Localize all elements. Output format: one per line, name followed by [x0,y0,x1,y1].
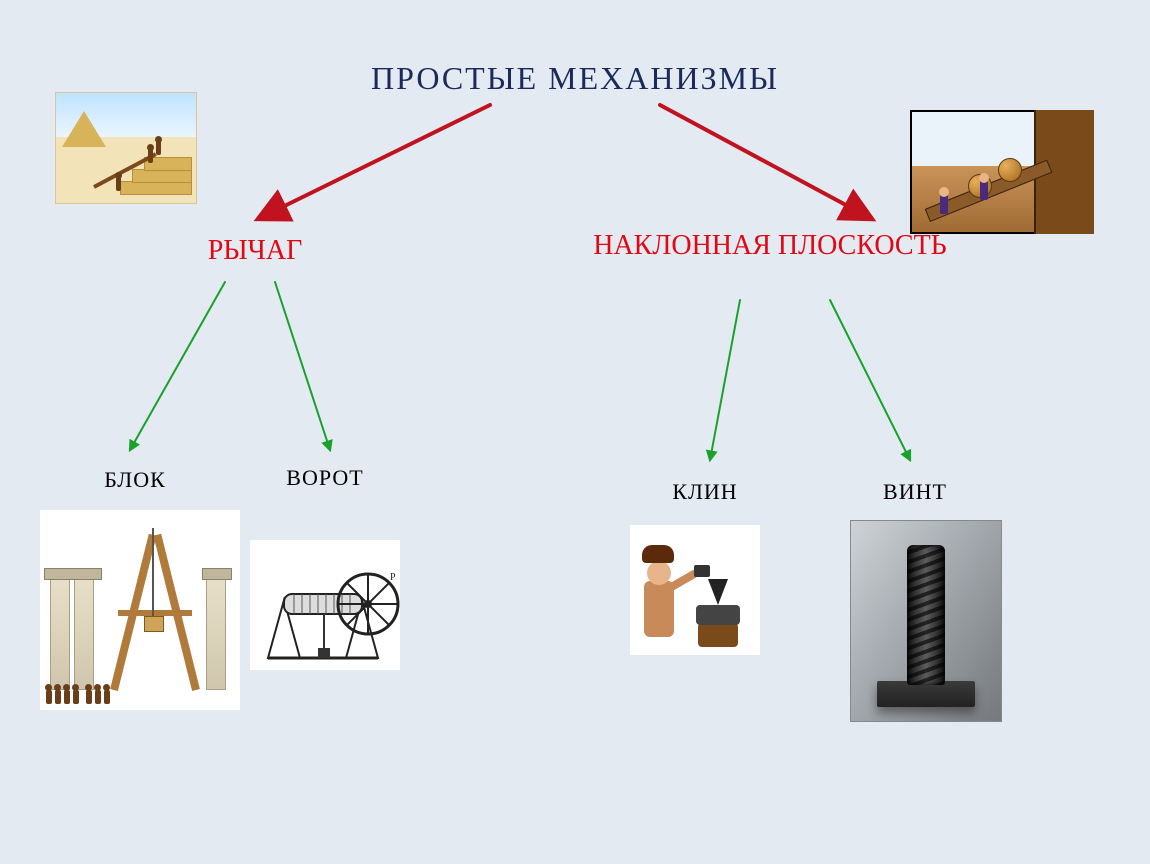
illus-windlass: P [250,540,400,670]
illus-block [40,510,240,710]
node-plane-label: НАКЛОННАЯ ПЛОСКОСТЬ [560,230,980,262]
illus-plane [910,110,1094,234]
node-screw-label: ВИНТ [870,479,960,505]
illus-screw [850,520,1002,722]
illus-wedge [630,525,760,655]
node-windlass-label: ВОРОТ [275,465,375,491]
svg-text:P: P [390,572,396,583]
node-block-label: БЛОК [90,467,180,493]
diagram-canvas: ПРОСТЫЕ МЕХАНИЗМЫ РЫЧАГ НАКЛОННАЯ ПЛОСКО… [0,0,1150,864]
illus-lever [55,92,197,204]
node-wedge-label: КЛИН [660,479,750,505]
node-lever-label: РЫЧАГ [185,235,325,267]
